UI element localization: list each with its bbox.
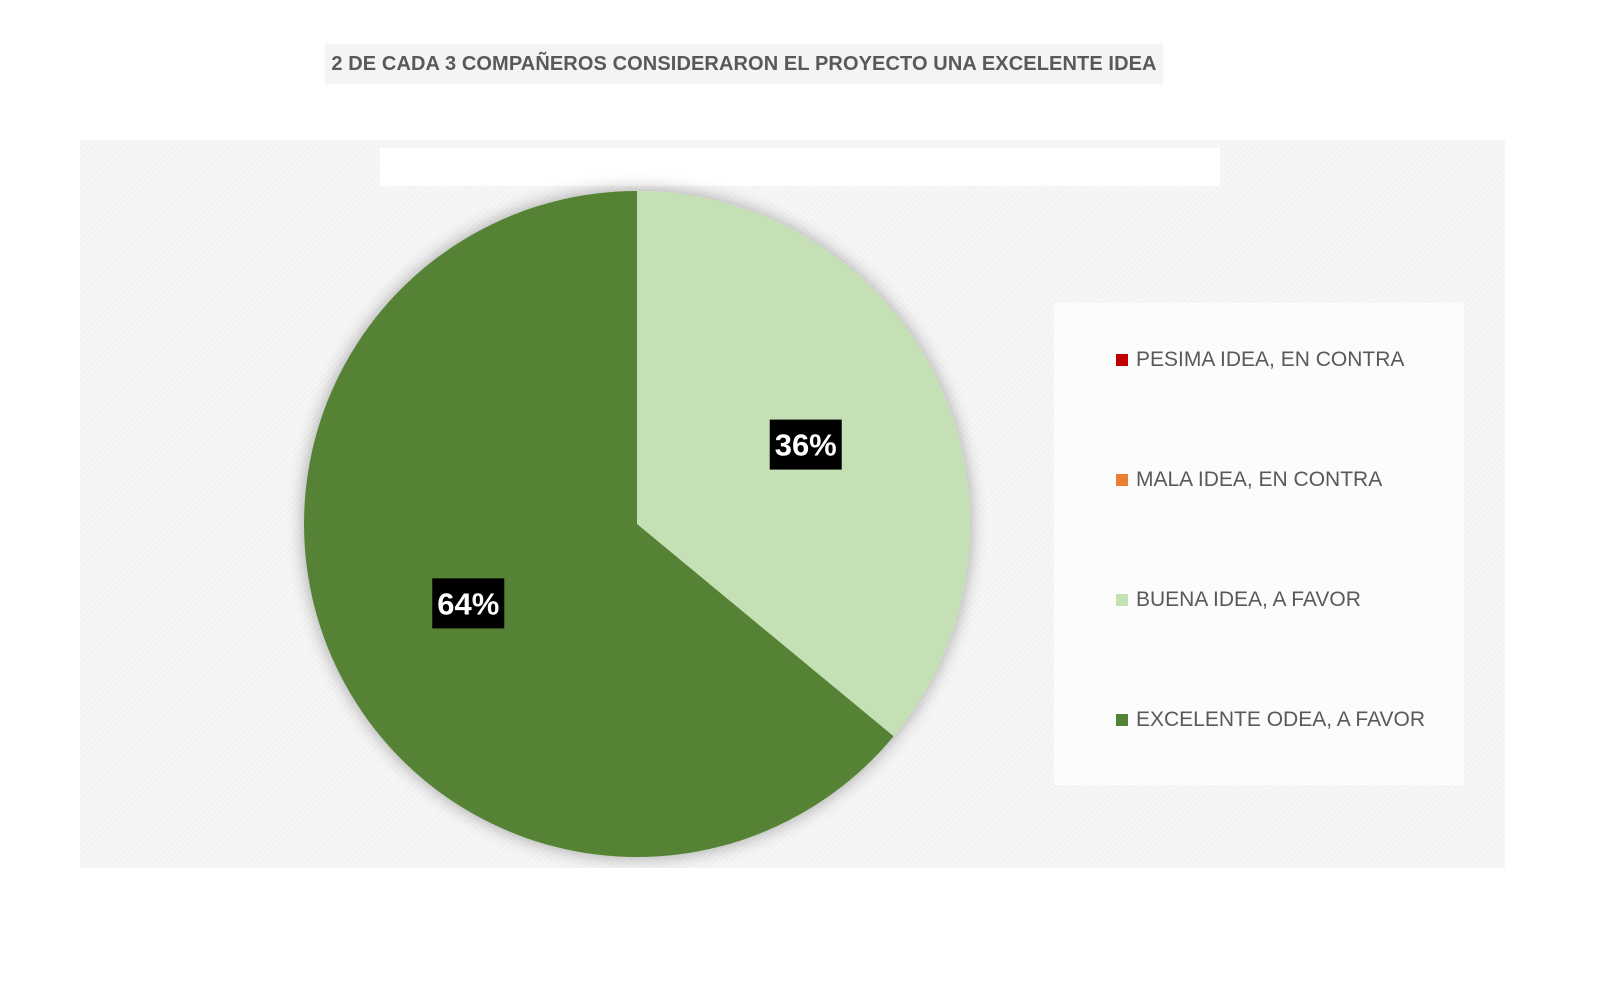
pie-slice-excelente	[304, 191, 894, 857]
chart-title-strip	[380, 148, 1220, 186]
legend-label-buena: BUENA IDEA, A FAVOR	[1136, 588, 1361, 611]
page-title: 2 DE CADA 3 COMPAÑEROS CONSIDERARON EL P…	[331, 52, 1157, 75]
legend-item-excelente: EXCELENTE ODEA, A FAVOR	[1116, 708, 1425, 732]
legend-item-pesima: PESIMA IDEA, EN CONTRA	[1116, 348, 1404, 372]
title-box: 2 DE CADA 3 COMPAÑEROS CONSIDERARON EL P…	[325, 44, 1163, 84]
data-label-buena: 36%	[769, 419, 842, 470]
legend-swatch-pesima	[1116, 354, 1128, 366]
chart-area: 36% 64% PESIMA IDEA, EN CONTRA MALA IDEA,…	[80, 140, 1505, 868]
data-label-text-buena: 36%	[775, 428, 837, 463]
legend-label-pesima: PESIMA IDEA, EN CONTRA	[1136, 348, 1405, 371]
legend-swatch-mala	[1116, 474, 1128, 486]
legend: PESIMA IDEA, EN CONTRA MALA IDEA, EN CON…	[1054, 303, 1464, 785]
data-label-bg-buena	[769, 419, 842, 470]
pie-chart: 36% 64%	[304, 191, 971, 857]
legend-item-mala: MALA IDEA, EN CONTRA	[1116, 468, 1382, 492]
data-label-bg-excelente	[432, 578, 505, 629]
legend-swatch-excelente	[1116, 714, 1128, 726]
legend-swatch-buena	[1116, 594, 1128, 606]
legend-label-mala: MALA IDEA, EN CONTRA	[1136, 468, 1383, 491]
pie-slices	[304, 191, 971, 857]
data-label-excelente: 64%	[432, 578, 505, 629]
legend-item-buena: BUENA IDEA, A FAVOR	[1116, 588, 1361, 612]
legend-label-excelente: EXCELENTE ODEA, A FAVOR	[1136, 708, 1426, 731]
data-label-text-excelente: 64%	[437, 586, 499, 621]
pie-data-labels: 36% 64%	[432, 419, 842, 629]
